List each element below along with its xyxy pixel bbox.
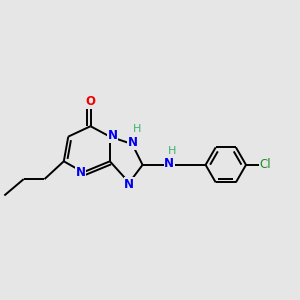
Text: N: N: [76, 166, 86, 179]
Text: N: N: [124, 178, 134, 191]
Text: N: N: [108, 129, 118, 142]
Text: H: H: [132, 124, 141, 134]
Text: N: N: [164, 158, 174, 170]
Text: Cl: Cl: [260, 158, 271, 171]
Text: N: N: [128, 136, 138, 149]
Text: O: O: [85, 95, 96, 108]
Text: H: H: [168, 146, 176, 157]
